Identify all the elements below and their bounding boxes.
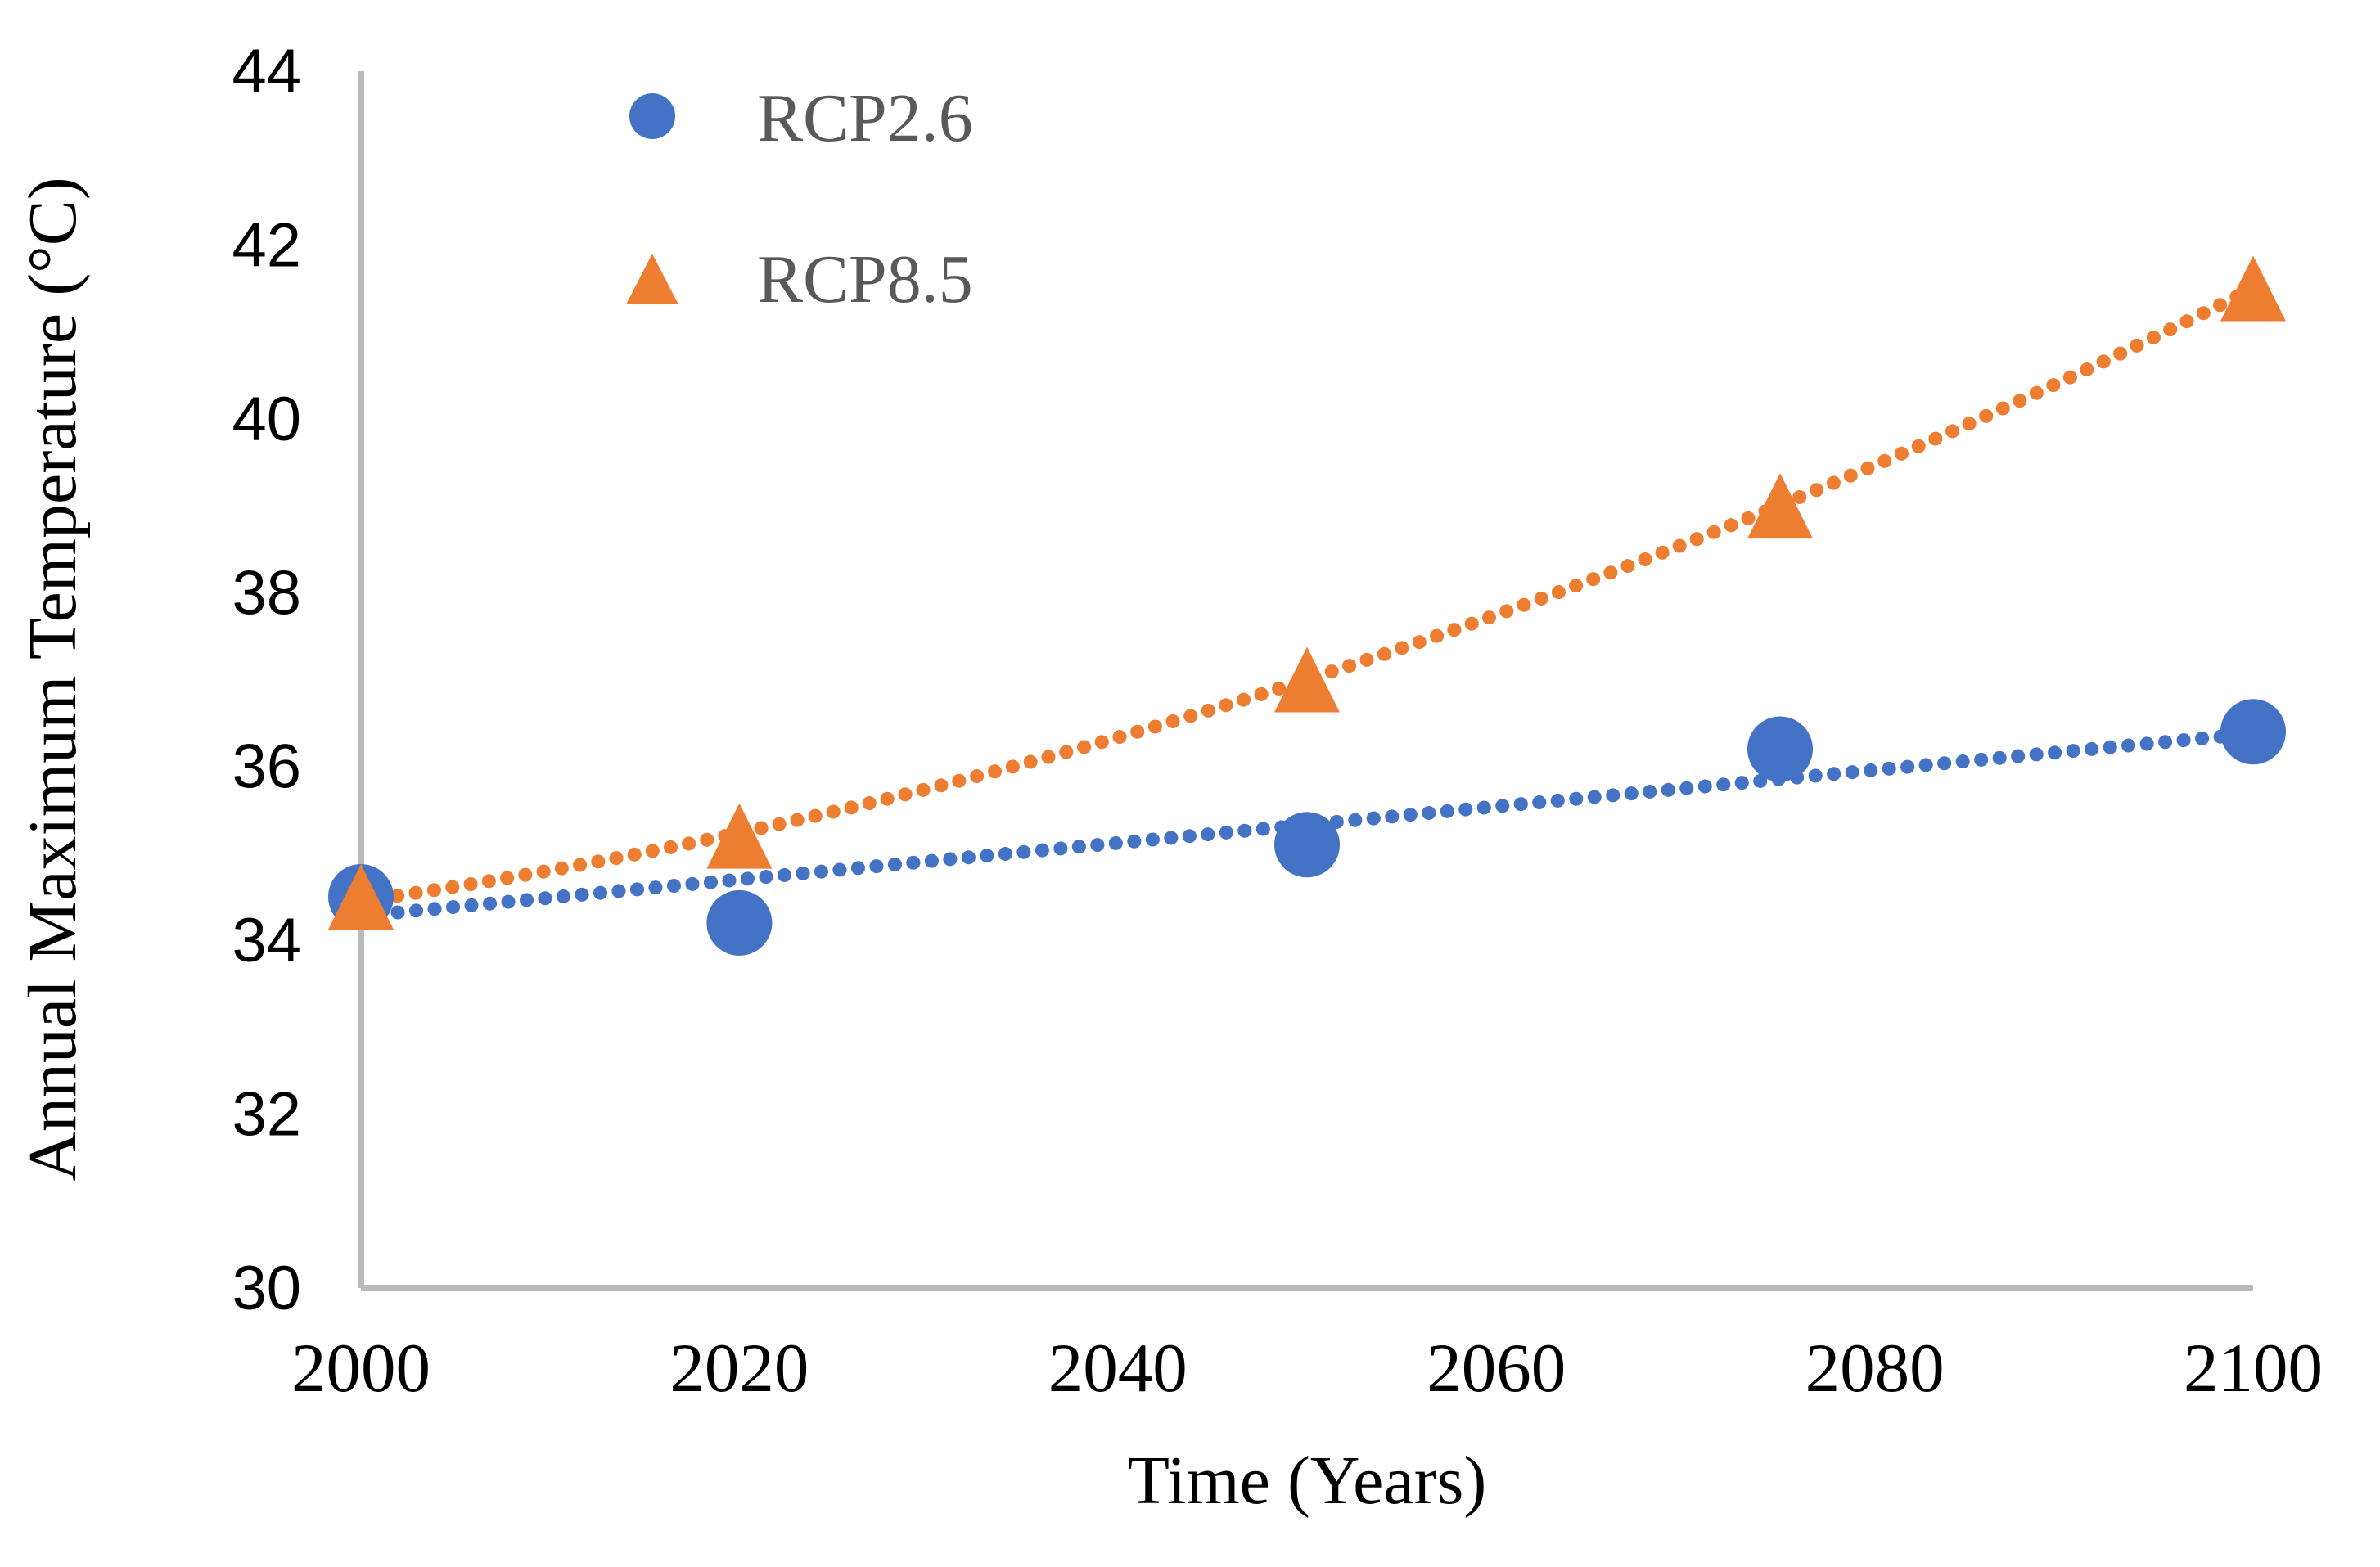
data-point-rcp85	[1747, 473, 1813, 539]
data-point-rcp26	[2220, 699, 2286, 765]
y-axis-title: Annual Maximum Temperature (°C)	[15, 177, 91, 1182]
x-tick-label: 2080	[1805, 1330, 1945, 1407]
data-point-rcp85	[1274, 646, 1340, 713]
data-point-rcp85	[706, 803, 773, 869]
y-tick-label: 40	[232, 385, 301, 454]
legend-marker-circle-icon	[629, 93, 675, 139]
data-point-rcp85	[2220, 255, 2286, 322]
x-tick-label: 2020	[669, 1330, 809, 1407]
y-tick-label: 30	[232, 1254, 301, 1323]
trendline-rcp85	[354, 281, 2261, 908]
y-tick-label: 34	[232, 906, 301, 975]
y-tick-label: 36	[232, 732, 301, 802]
x-tick-label: 2100	[2184, 1330, 2323, 1407]
legend-label-rcp85: RCP8.5	[757, 241, 973, 317]
data-point-rcp26	[706, 889, 773, 956]
data-point-rcp26	[1747, 716, 1813, 782]
y-tick-label: 32	[232, 1080, 301, 1150]
legend-label-rcp26: RCP2.6	[757, 80, 973, 156]
legend-marker-triangle-icon	[626, 254, 678, 304]
x-axis-title: Time (Years)	[1127, 1443, 1487, 1519]
y-tick-label: 44	[232, 37, 301, 106]
y-tick-label: 38	[232, 558, 301, 628]
trendline-rcp26	[354, 726, 2261, 923]
data-point-rcp85	[328, 864, 394, 930]
y-tick-label: 42	[232, 210, 301, 280]
x-tick-label: 2000	[291, 1330, 430, 1407]
x-tick-label: 2060	[1427, 1330, 1566, 1407]
data-point-rcp26	[1274, 812, 1340, 878]
x-tick-label: 2040	[1048, 1330, 1188, 1407]
